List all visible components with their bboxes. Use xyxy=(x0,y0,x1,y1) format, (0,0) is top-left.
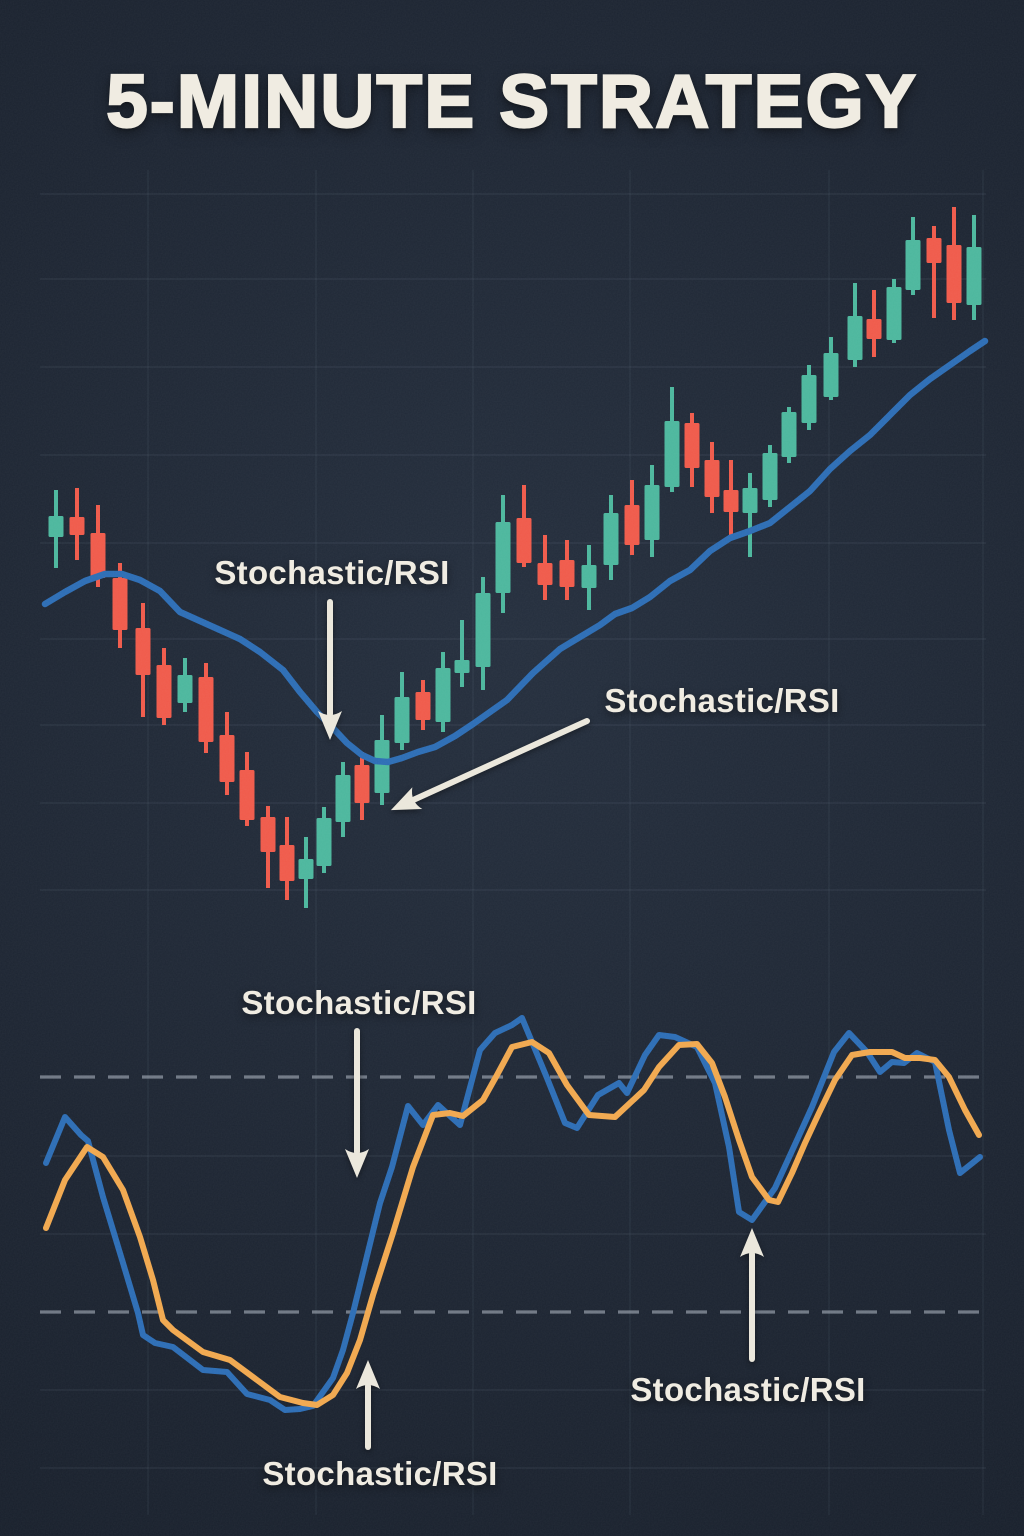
candle-up xyxy=(781,407,797,463)
candle-up xyxy=(847,283,863,367)
candle-down xyxy=(946,207,962,320)
candle-body xyxy=(946,245,962,303)
candle-body xyxy=(495,522,511,593)
annotation: Stochastic/RSI xyxy=(241,984,476,1178)
candle-up xyxy=(298,837,314,908)
candle-down xyxy=(723,460,739,537)
candle-up xyxy=(801,365,817,430)
candle-body xyxy=(581,565,597,588)
candle-body xyxy=(723,490,739,512)
candle-body xyxy=(762,453,778,500)
candle-body xyxy=(454,660,470,673)
candle-body xyxy=(905,240,921,290)
candle-up xyxy=(475,577,491,690)
candle-down xyxy=(559,540,575,600)
candle-body xyxy=(177,675,193,703)
candle-body xyxy=(866,319,882,339)
candle-body xyxy=(219,735,235,782)
candle-up xyxy=(581,545,597,610)
candle-down xyxy=(537,535,553,600)
candle-body xyxy=(394,697,410,743)
candle-body xyxy=(156,665,172,718)
candle-body xyxy=(516,518,532,563)
candle-body xyxy=(704,460,720,497)
candle-body xyxy=(559,560,575,587)
candle-body xyxy=(112,578,128,630)
stochastic-line-slow xyxy=(43,1039,982,1408)
candle-body xyxy=(415,692,431,720)
annotation-label: Stochastic/RSI xyxy=(214,554,449,591)
candle-up xyxy=(886,279,902,343)
candle-down xyxy=(354,752,370,820)
candle-body xyxy=(316,818,332,866)
candle-body xyxy=(624,505,640,545)
annotation-label: Stochastic/RSI xyxy=(604,682,839,719)
annotation-label: Stochastic/RSI xyxy=(630,1371,865,1408)
candle-up xyxy=(664,387,680,492)
candle-body xyxy=(335,775,351,822)
candle-down xyxy=(684,413,700,487)
candle-body xyxy=(279,845,295,881)
candle-down xyxy=(239,752,255,826)
candle-down xyxy=(415,680,431,730)
candle-up xyxy=(603,495,619,580)
candle-body xyxy=(48,516,64,537)
candle-body xyxy=(801,375,817,423)
candle-body xyxy=(926,238,942,263)
candle-up xyxy=(177,658,193,712)
candle-body xyxy=(354,765,370,803)
candle-body xyxy=(644,485,660,540)
annotation: Stochastic/RSI xyxy=(390,682,839,811)
candle-down xyxy=(866,290,882,357)
candle-body xyxy=(239,770,255,820)
candle-body xyxy=(537,563,553,585)
candle-up xyxy=(966,215,982,320)
candle-up xyxy=(495,495,511,613)
candle-body xyxy=(823,353,839,397)
candle-up xyxy=(394,672,410,750)
candle-up xyxy=(823,337,839,400)
candle-down xyxy=(624,480,640,555)
candle-body xyxy=(435,668,451,722)
candle-body xyxy=(135,628,151,675)
candle-up xyxy=(454,620,470,687)
candle-body xyxy=(781,412,797,457)
candle-body xyxy=(69,517,85,535)
candle-down xyxy=(279,817,295,900)
annotation-label: Stochastic/RSI xyxy=(262,1455,497,1492)
candle-up xyxy=(762,445,778,507)
candle-body xyxy=(847,316,863,360)
candle-down xyxy=(704,442,720,513)
candle-down xyxy=(260,806,276,888)
candle-body xyxy=(475,593,491,667)
candle-down xyxy=(156,648,172,725)
candle-up xyxy=(335,762,351,837)
annotation-label: Stochastic/RSI xyxy=(241,984,476,1021)
candle-body xyxy=(966,247,982,305)
candle-down xyxy=(198,663,214,753)
candle-up xyxy=(905,217,921,295)
candle-body xyxy=(742,488,758,513)
candle-down xyxy=(926,226,942,318)
candle-up xyxy=(316,807,332,873)
annotation-arrow xyxy=(390,718,590,811)
candle-body xyxy=(198,677,214,742)
candle-up xyxy=(48,490,64,568)
candle-body xyxy=(374,740,390,793)
candle-body xyxy=(664,421,680,487)
candle-body xyxy=(260,817,276,852)
annotation: Stochastic/RSI xyxy=(214,554,449,740)
candle-body xyxy=(684,423,700,468)
candle-down xyxy=(69,488,85,560)
candle-down xyxy=(516,485,532,567)
candle-body xyxy=(603,513,619,565)
candle-body xyxy=(886,287,902,340)
candle-up xyxy=(742,473,758,557)
annotation: Stochastic/RSI xyxy=(630,1228,865,1408)
candle-up xyxy=(435,652,451,732)
candle-body xyxy=(298,859,314,879)
